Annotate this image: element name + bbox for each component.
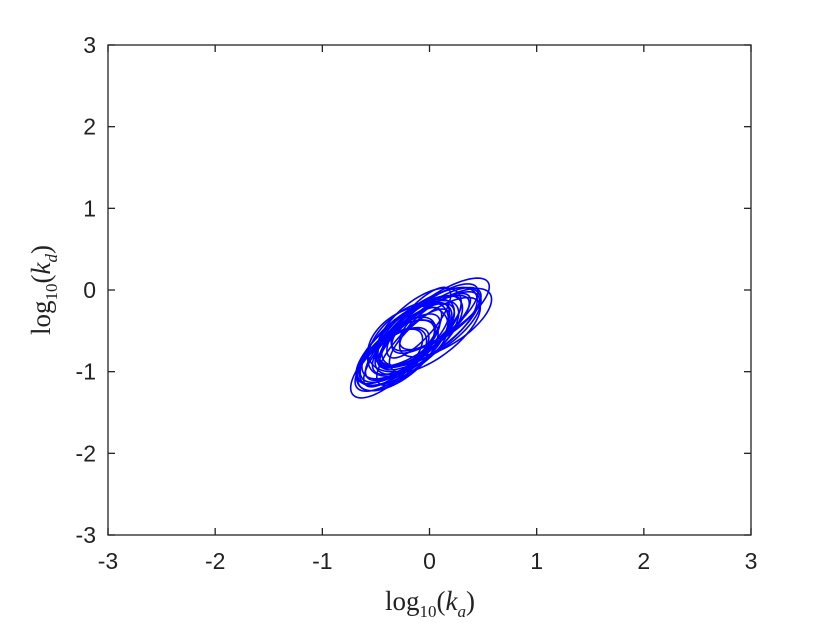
label-var: k <box>26 261 56 274</box>
label-paren: ) <box>466 586 475 616</box>
y-axis-label: log10(kd) <box>26 245 61 335</box>
x-tick-label: 3 <box>745 548 758 574</box>
label-func: log <box>26 300 56 335</box>
y-tick-label: -3 <box>76 522 96 548</box>
y-tick-label: 1 <box>83 195 96 221</box>
y-tick-label: -2 <box>76 440 96 466</box>
label-paren: ( <box>437 586 446 616</box>
ellipse <box>398 286 482 351</box>
x-axis-label: log10(ka) <box>385 586 475 621</box>
label-base: 10 <box>42 283 61 300</box>
ellipse <box>374 294 464 376</box>
y-tick-label: -1 <box>76 359 96 385</box>
x-tick-label: 2 <box>637 548 650 574</box>
label-paren: ( <box>26 274 56 283</box>
label-var: k <box>446 586 459 616</box>
x-tick-label: 1 <box>530 548 543 574</box>
label-var-sub: a <box>458 602 467 621</box>
label-func: log <box>385 586 420 616</box>
x-tick-label: -3 <box>98 548 118 574</box>
x-tick-label: -1 <box>312 548 332 574</box>
x-tick-label: -2 <box>205 548 225 574</box>
y-tick-label: 2 <box>83 114 96 140</box>
ellipse <box>364 313 441 382</box>
y-tick-label: 3 <box>83 32 96 58</box>
label-var-sub: d <box>42 254 61 263</box>
ellipse <box>378 290 481 371</box>
label-base: 10 <box>420 602 437 621</box>
ellipse <box>375 287 462 367</box>
label-paren: ) <box>26 245 56 254</box>
x-tick-label: 0 <box>423 548 436 574</box>
ellipse <box>388 296 482 374</box>
ellipse <box>371 302 456 376</box>
y-tick-label: 0 <box>83 277 96 303</box>
